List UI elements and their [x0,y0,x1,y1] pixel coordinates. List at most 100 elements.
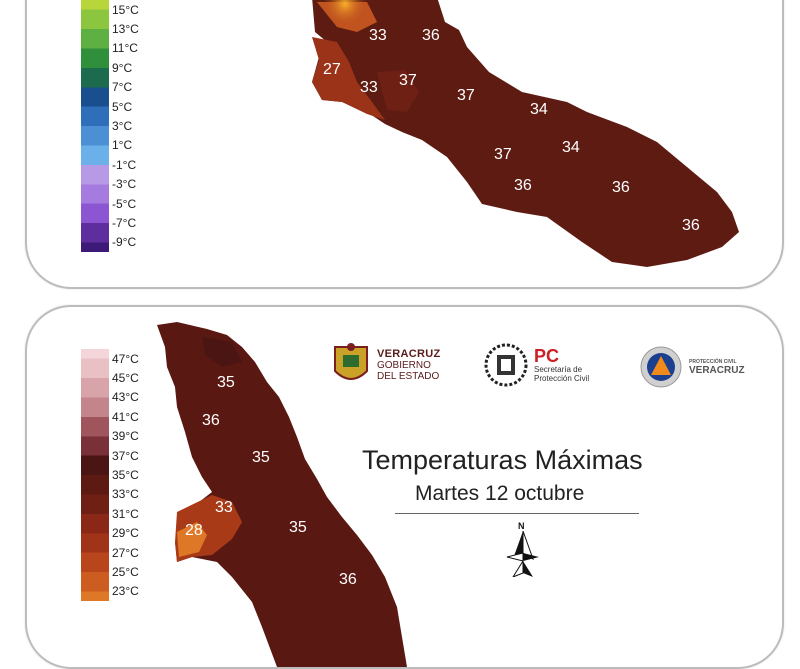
top-map-panel: 33 36 27 33 37 37 34 37 34 36 36 36 15°C… [25,0,784,289]
top-legend-swatch [81,193,109,214]
top-legend-label: 13°C [112,22,139,37]
top-legend-row: 11°C [81,38,139,59]
bottom-legend-swatch [81,387,109,408]
bottom-legend-label: 47°C [112,351,139,366]
bottom-legend-swatch [81,504,109,524]
top-legend-row: 7°C [81,77,139,97]
top-legend-label: 15°C [112,2,139,17]
top-temperature-map: 33 36 27 33 37 37 34 37 34 36 36 36 [312,0,739,267]
top-legend-label: 3°C [112,119,133,134]
bottom-legend-swatch [81,523,109,543]
bottom-legend-swatch [81,426,109,446]
top-map-label: 36 [514,177,532,194]
bottom-legend-label: 31°C [112,506,139,521]
top-legend-row: -3°C [81,174,139,194]
veracruz-government-logo: VERACRUZ GOBIERNO DEL ESTADO [331,343,441,387]
top-legend-row: -1°C [81,155,139,175]
top-legend-row: -9°C [81,232,139,253]
pc-logo-sub2: Protección Civil [534,374,590,383]
top-legend-label: -9°C [112,235,137,250]
bottom-legend-swatch [81,407,109,427]
top-legend-label: -3°C [112,177,137,192]
bottom-region-shape [157,322,407,667]
bottom-legend-row: 29°C [81,523,139,543]
proteccion-civil-veracruz-logo: PROTECCIÓN CIVIL VERACRUZ [639,345,745,389]
pcv-logo-small: PROTECCIÓN CIVIL [689,358,737,365]
bottom-map-label: 36 [339,571,357,588]
pc-logo-sub1: Secretaría de [534,365,583,374]
top-map-label: 33 [360,79,378,96]
bottom-hot-area [177,522,207,557]
bottom-legend-row: 31°C [81,504,139,524]
bottom-legend-swatch [81,542,109,563]
bottom-legend-label: 35°C [112,468,139,483]
top-legend-row: 13°C [81,19,139,39]
top-map-label: 36 [612,179,630,196]
top-legend-row: 5°C [81,96,139,117]
top-legend-swatch [81,38,109,59]
bottom-legend-swatch [81,484,109,505]
bottom-map-label: 35 [217,374,235,391]
top-map-label: 36 [682,217,700,234]
top-legend-row: 3°C [81,116,139,136]
veracruz-logo-sub2: DEL ESTADO [377,371,440,382]
top-legend-label: -1°C [112,157,137,172]
bottom-legend-label: 41°C [112,409,139,424]
bottom-legend-row: 47°C [81,349,139,369]
bottom-legend-swatch [81,368,109,388]
top-map-label: 37 [399,72,417,89]
map-subtitle: Martes 12 octubre [415,482,585,505]
top-legend-label: -7°C [112,215,137,230]
north-arrow-icon [506,530,539,577]
top-legend-swatch [81,58,109,78]
bottom-legend-label: 45°C [112,371,139,386]
top-temperature-legend: 15°C 13°C 11°C 9°C 7°C 5°C 3°C 1°C -1°C -3°C -5°C -… [81,0,139,253]
bottom-legend-row: 27°C [81,542,139,563]
bottom-legend-label: 23°C [112,584,139,599]
top-legend-label: 11°C [112,41,138,56]
top-legend-row: -7°C [81,213,139,233]
bottom-legend-swatch [81,562,109,582]
bottom-legend-row: 23°C [81,581,139,602]
top-inner-zone [377,70,419,112]
top-legend-swatch [81,213,109,233]
top-map-label: 27 [323,61,341,78]
top-map-label: 37 [457,87,475,104]
top-legend-label: 1°C [112,138,133,153]
top-legend-swatch [81,174,109,194]
bottom-legend-swatch [81,349,109,369]
bottom-north-zone [202,337,242,367]
top-map-label: 34 [530,101,548,118]
top-west-area [312,37,385,120]
bottom-legend-label: 29°C [112,526,139,541]
top-legend-label: -5°C [112,196,137,211]
north-label: N [518,521,525,531]
top-legend-label: 5°C [112,99,133,114]
top-map-label: 37 [494,146,512,163]
bottom-legend-label: 37°C [112,448,139,463]
top-legend-swatch [81,155,109,175]
bottom-legend-row: 37°C [81,445,139,466]
bottom-legend-label: 39°C [112,429,139,444]
top-legend-swatch [81,19,109,39]
bottom-legend-swatch [81,445,109,466]
top-legend-swatch [81,96,109,117]
bottom-map-label: 28 [185,522,203,539]
top-legend-swatch [81,232,109,253]
veracruz-shield-icon [334,343,368,380]
bottom-temperature-legend: 47°C 45°C 43°C 41°C 39°C 37°C 35°C 33°C 31°C 29°C… [81,349,139,602]
bottom-legend-label: 43°C [112,390,139,405]
top-map-label: 36 [422,27,440,44]
bottom-legend-row: 43°C [81,387,139,408]
bottom-legend-swatch [81,465,109,485]
top-hotspot [323,0,367,26]
bottom-legend-row: 45°C [81,368,139,388]
bottom-legend-row: 35°C [81,465,139,485]
veracruz-logo-title: VERACRUZ [377,348,441,360]
bottom-legend-row: 33°C [81,484,139,505]
title-divider [395,513,639,514]
pc-emblem-icon [484,343,528,387]
pc-logo-mark: PC [534,346,560,366]
map-title: Temperaturas Máximas [362,445,643,475]
top-legend-label: 7°C [112,80,133,95]
